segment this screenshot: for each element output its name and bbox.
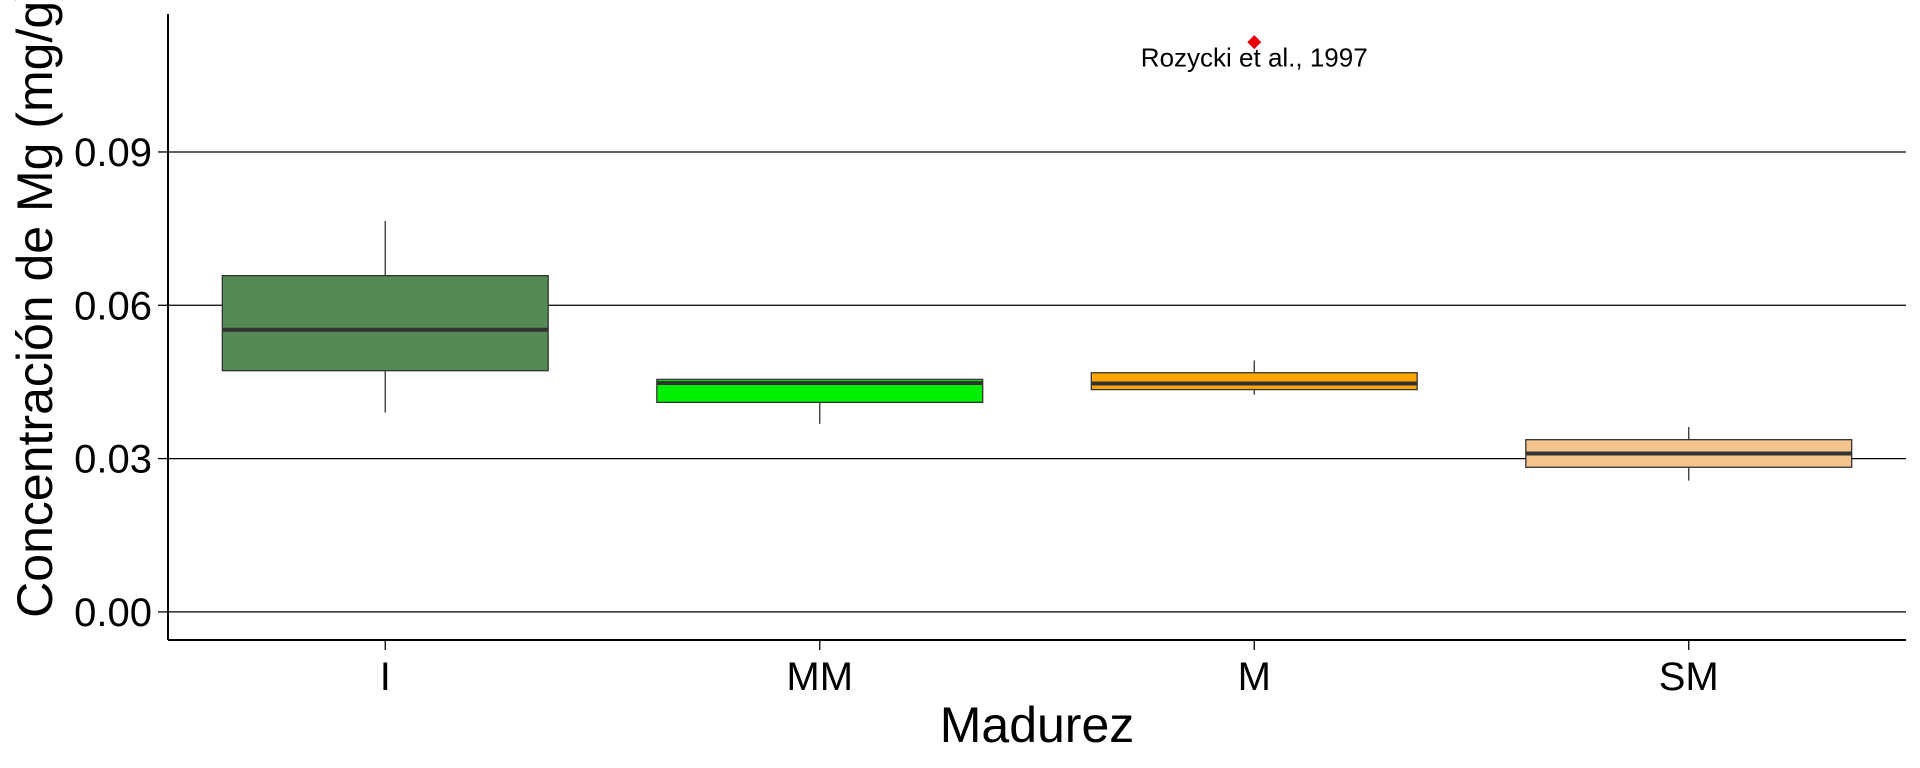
box-I <box>221 274 549 372</box>
box-M <box>1090 372 1418 391</box>
y-tick-label: 0.00 <box>74 591 152 635</box>
y-tick-label: 0.03 <box>74 438 152 482</box>
axes: 0.000.030.060.09I MM M SM <box>74 14 1906 699</box>
y-tick-label: 0.06 <box>74 284 152 328</box>
annotation-label: Rozycki et al., 1997 <box>1141 42 1368 72</box>
box-MM <box>656 378 984 404</box>
y-tick-label: 0.09 <box>74 131 152 175</box>
x-tick-label: M <box>1238 655 1271 699</box>
x-tick-label: I <box>380 655 391 699</box>
reference-point-diamond <box>1247 35 1262 50</box>
x-axis-title: Madurez <box>940 697 1135 753</box>
annotations: Rozycki et al., 1997 <box>1141 35 1368 72</box>
y-axis-title: Concentración de Mg (mg/g) <box>7 0 63 618</box>
x-tick-label: SM <box>1659 655 1719 699</box>
boxes <box>221 220 1853 481</box>
grid-lines <box>168 151 1906 613</box>
x-tick-label: MM <box>786 655 853 699</box>
